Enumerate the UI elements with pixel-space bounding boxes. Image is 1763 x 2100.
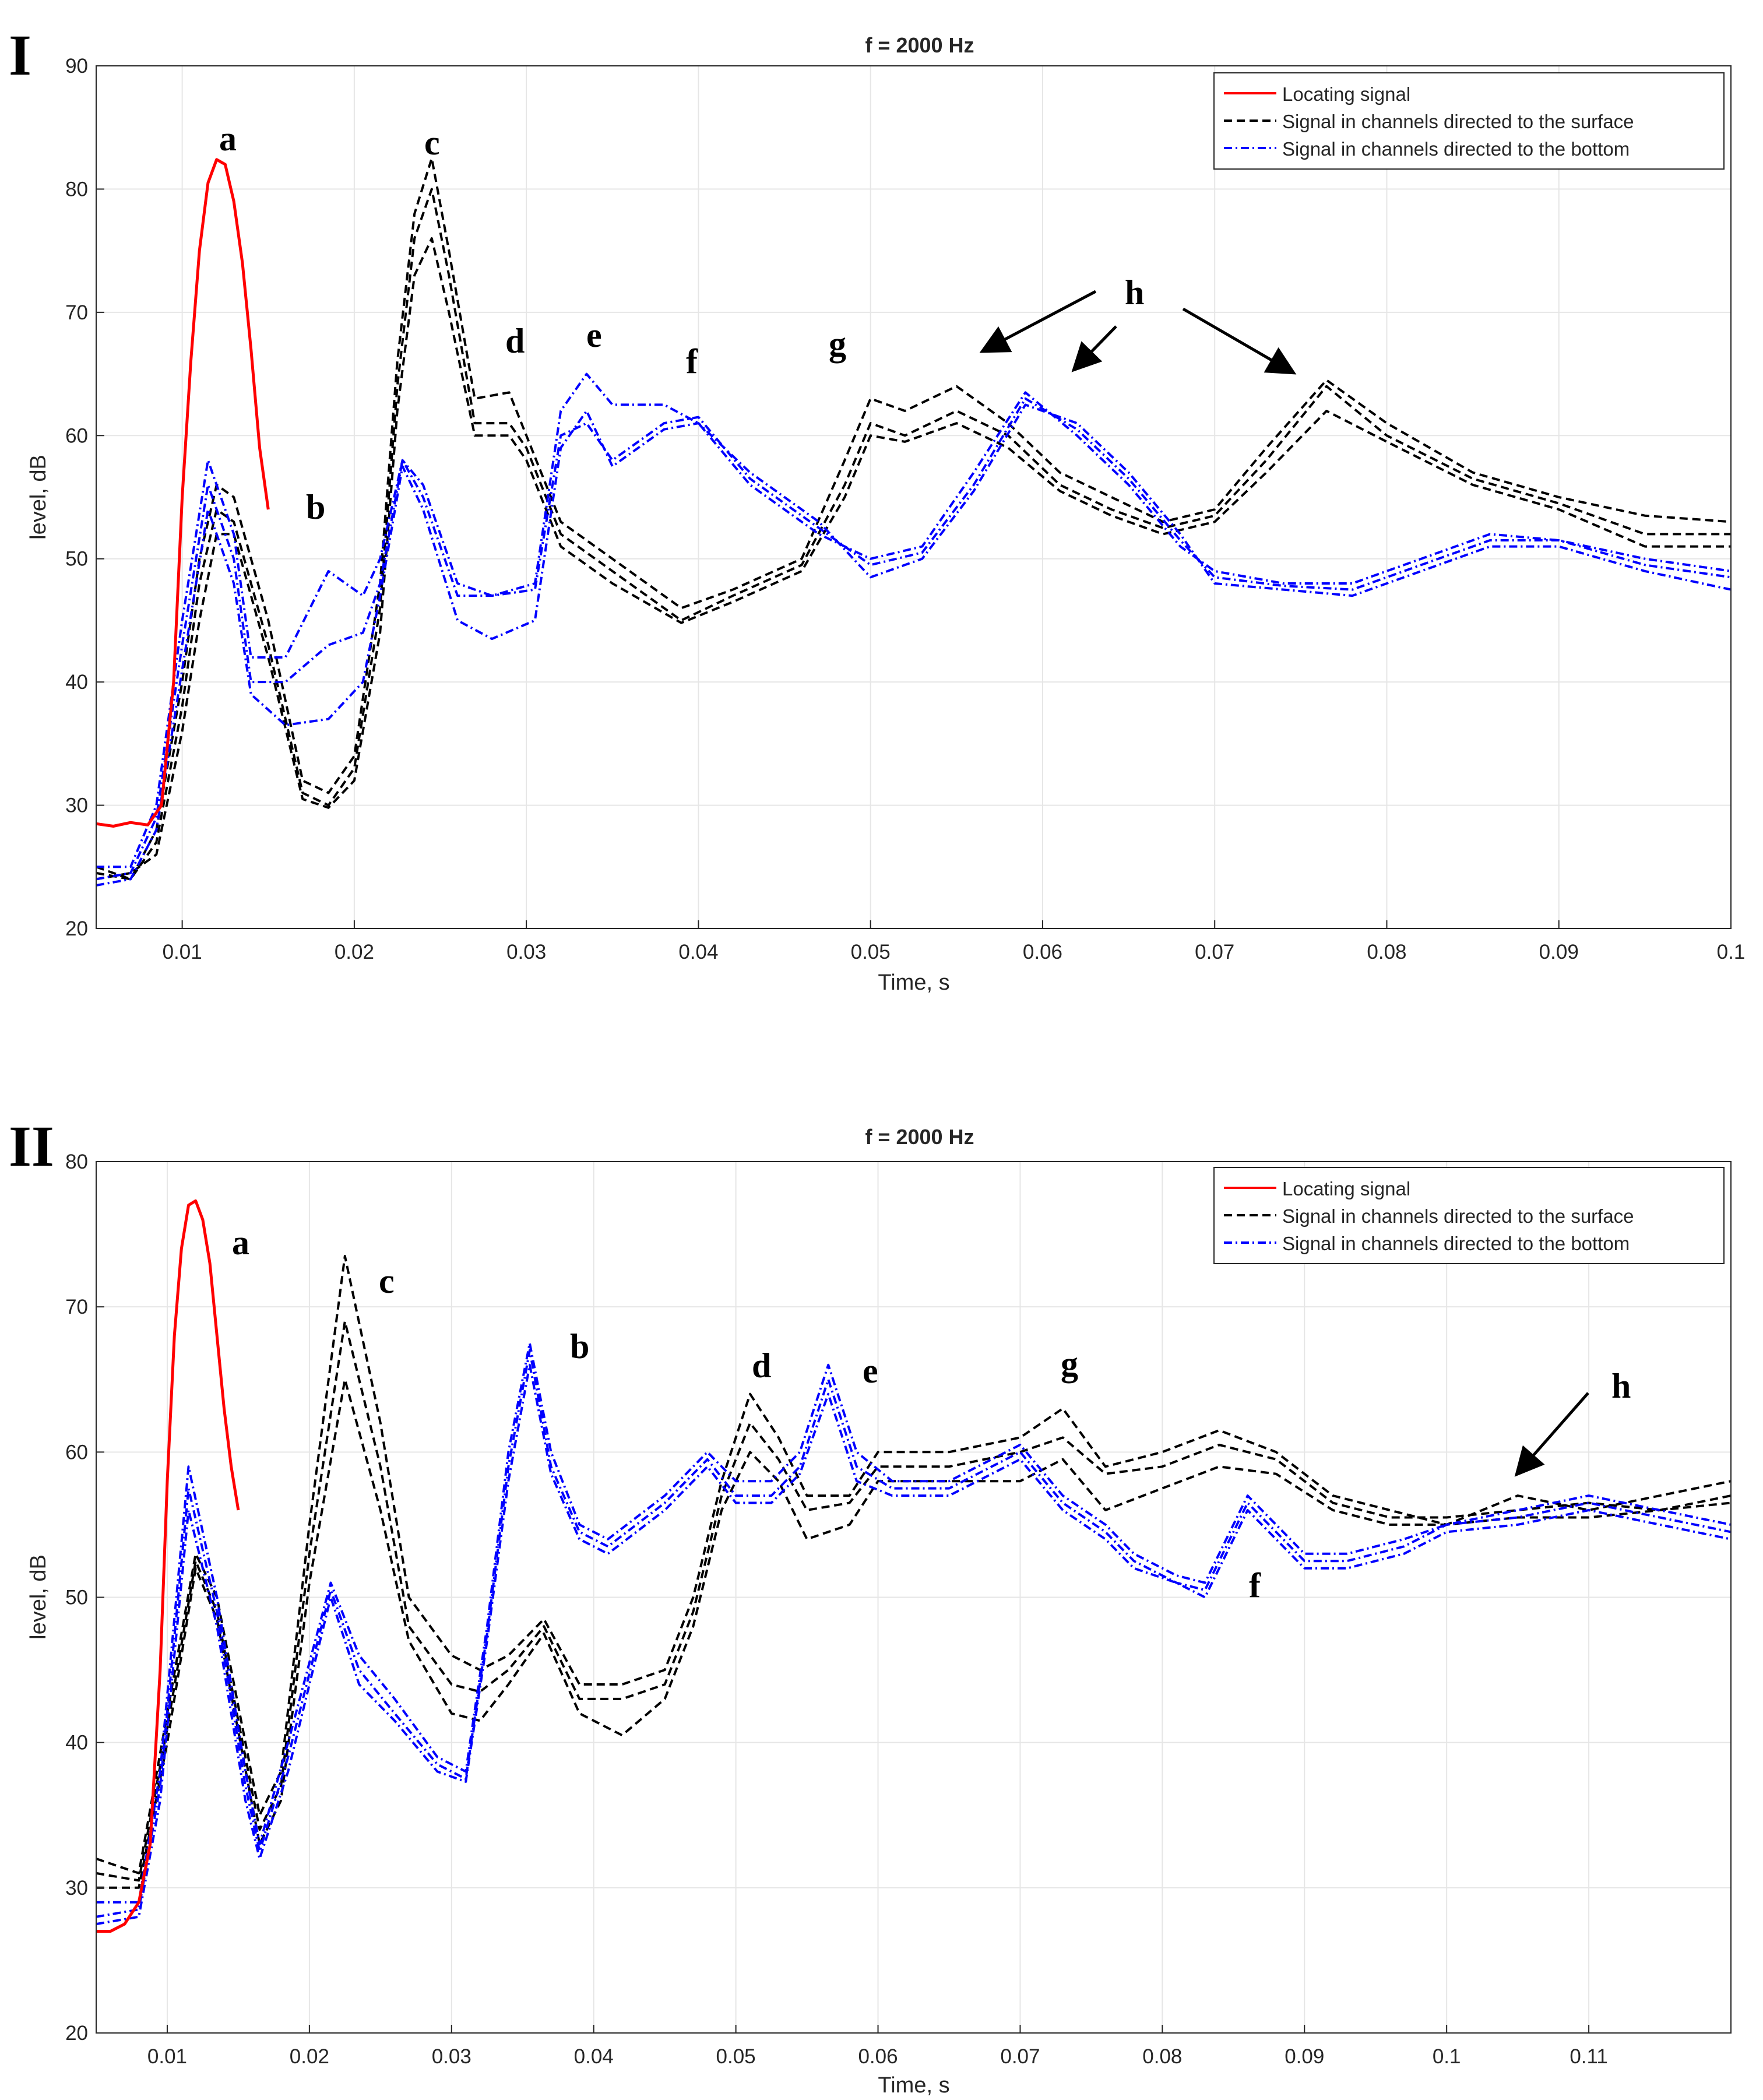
series-line-surface-2	[96, 1320, 1732, 1882]
annotation-c-2: c	[379, 1262, 395, 1300]
annotation-arrow-h2-1	[1071, 325, 1117, 372]
legend-label-bottom-1: Signal in channels directed to the botto…	[1282, 138, 1630, 160]
y-tick-label: 30	[65, 1877, 88, 1900]
panel-label-1: I	[9, 23, 31, 87]
panel-2: II f = 2000 Hz 0.01 0.02 0.03 0.04 0.05 0.06 0…	[9, 1114, 1732, 2098]
series-group-2	[96, 1199, 1732, 1933]
x-tick-label: 0.05	[851, 941, 891, 963]
y-tick-label: 70	[65, 1296, 88, 1318]
legend-label-bottom-2: Signal in channels directed to the botto…	[1282, 1233, 1630, 1254]
annotation-b-2: b	[570, 1327, 589, 1366]
legend-label-locating-2: Locating signal	[1282, 1178, 1410, 1200]
plot-area-1	[96, 66, 1731, 928]
y-tick-label: 50	[65, 548, 88, 571]
x-tick-label: 0.05	[716, 2045, 756, 2068]
series-group-1	[96, 157, 1732, 887]
x-tick-label: 0.04	[574, 2045, 614, 2068]
annotation-a-1: a	[219, 119, 237, 158]
series-line-surface-1	[96, 1255, 1732, 1874]
annotation-d-1: d	[505, 322, 525, 360]
series-line-surface-3	[96, 1378, 1732, 1889]
x-tick-label: 0.08	[1367, 941, 1406, 963]
series-line-locating-0	[96, 158, 270, 828]
x-tick-label: 0.07	[1195, 941, 1234, 963]
legend-box-2	[1213, 1167, 1725, 1264]
annotation-a-2: a	[232, 1223, 249, 1262]
y-tick-label: 70	[65, 301, 88, 324]
y-tick-label: 60	[65, 1441, 88, 1464]
ticks-2: 0.01 0.02 0.03 0.04 0.05 0.06 0.07 0.08 0.09 0.1 0…	[65, 1151, 1608, 2068]
x-axis-label-1: Time, s	[878, 970, 949, 995]
y-tick-label: 80	[65, 1151, 88, 1173]
annotation-e-1: e	[586, 316, 602, 354]
y-tick-label: 40	[65, 1732, 88, 1754]
panel-label-2: II	[9, 1114, 54, 1179]
y-tick-label: 60	[65, 424, 88, 447]
x-tick-label: 0.03	[432, 2045, 471, 2068]
legend-label-surface-1: Signal in channels directed to the surfa…	[1282, 111, 1634, 132]
y-tick-label: 20	[65, 917, 88, 940]
series-line-bottom-5	[96, 1349, 1732, 1918]
series-line-surface-2	[96, 188, 1731, 881]
series-line-bottom-4	[96, 1342, 1732, 1904]
x-tick-label: 0.09	[1285, 2045, 1324, 2068]
annotation-c-1: c	[424, 124, 440, 162]
annotation-f-1: f	[686, 342, 698, 381]
x-tick-label: 0.07	[1000, 2045, 1040, 2068]
y-tick-label: 90	[65, 55, 88, 78]
panel-1: I f = 2000 Hz 0.01 0.02 0.03 0.04 0.05 0.06 0.…	[9, 23, 1745, 995]
ticks-1: 0.01 0.02 0.03 0.04 0.05 0.06 0.07 0.08 0.09 0.1 2…	[65, 55, 1745, 963]
chart-title-2: f = 2000 Hz	[865, 1125, 974, 1149]
x-tick-label: 0.09	[1539, 941, 1579, 963]
legend-1: Locating signal Signal in channels direc…	[1213, 72, 1725, 170]
annotation-h-1: h	[1125, 273, 1144, 312]
annotation-arrow-h1-1	[979, 290, 1097, 353]
x-tick-label: 0.06	[858, 2045, 898, 2068]
annotation-g-1: g	[829, 325, 846, 363]
x-tick-label: 0.11	[1570, 2045, 1608, 2068]
plot-frame-1	[96, 65, 1732, 929]
x-tick-label: 0.08	[1142, 2045, 1182, 2068]
annotation-b-1: b	[306, 488, 325, 526]
y-axis-label-1: level, dB	[26, 455, 51, 540]
y-axis-label-2: level, dB	[26, 1554, 51, 1640]
annotation-e-2: e	[863, 1352, 878, 1390]
x-tick-label: 0.1	[1433, 2045, 1461, 2068]
series-line-bottom-5	[96, 397, 1732, 881]
chart-title-1: f = 2000 Hz	[865, 33, 974, 57]
annotation-f-2: f	[1249, 1566, 1261, 1605]
y-tick-label: 30	[65, 794, 88, 817]
legend-box-1	[1213, 72, 1725, 170]
series-line-bottom-6	[96, 403, 1732, 887]
x-axis-label-2: Time, s	[878, 2073, 949, 2098]
annotation-h-2: h	[1611, 1367, 1631, 1405]
x-tick-label: 0.01	[163, 941, 202, 963]
series-line-bottom-4	[96, 372, 1732, 868]
annotation-g-2: g	[1061, 1345, 1078, 1383]
x-tick-label: 0.02	[290, 2045, 329, 2068]
legend-2: Locating signal Signal in channels direc…	[1213, 1167, 1725, 1264]
annotation-arrow-h-2	[1514, 1392, 1589, 1477]
x-tick-label: 0.04	[678, 941, 718, 963]
y-tick-label: 80	[65, 178, 88, 200]
series-line-bottom-6	[96, 1363, 1732, 1926]
x-tick-label: 0.1	[1717, 941, 1746, 963]
y-tick-label: 40	[65, 671, 88, 694]
series-line-locating-0	[96, 1199, 240, 1933]
legend-label-locating-1: Locating signal	[1282, 83, 1410, 105]
legend-label-surface-2: Signal in channels directed to the surfa…	[1282, 1205, 1634, 1227]
x-tick-label: 0.06	[1023, 941, 1062, 963]
series-line-surface-1	[96, 157, 1732, 881]
annotation-arrow-h3-1	[1182, 307, 1297, 375]
x-tick-label: 0.03	[506, 941, 546, 963]
annotation-d-2: d	[752, 1346, 771, 1385]
x-tick-label: 0.02	[335, 941, 374, 963]
y-tick-label: 20	[65, 2022, 88, 2045]
x-tick-label: 0.01	[147, 2045, 187, 2068]
y-tick-label: 50	[65, 1587, 88, 1609]
